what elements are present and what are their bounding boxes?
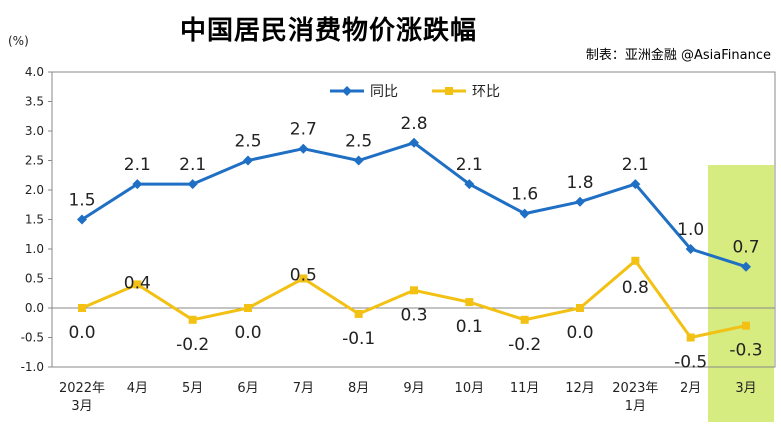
mom-data-label: 0.4 (124, 273, 151, 293)
yoy-data-label: 2.8 (400, 114, 427, 134)
y-tick-label: 2.5 (25, 154, 44, 168)
yoy-data-label: 1.5 (68, 191, 95, 211)
yoy-data-label: 2.1 (124, 155, 151, 175)
y-tick-label: 1.0 (25, 242, 44, 256)
yoy-data-label: 2.1 (456, 155, 483, 175)
yoy-point (187, 179, 198, 190)
yoy-point (464, 179, 475, 190)
yoy-point (685, 244, 696, 254)
yoy-data-label: 1.0 (677, 220, 704, 240)
highlight-band (708, 165, 774, 422)
mom-data-label: -0.3 (729, 341, 762, 361)
x-tick-label: 7月 (293, 381, 314, 396)
y-tick-label: 3.5 (25, 95, 44, 109)
x-tick-label: 9月 (403, 381, 424, 396)
legend-yoy-marker (342, 86, 352, 96)
yoy-data-label: 0.7 (732, 238, 759, 258)
y-tick-label: -0.5 (21, 331, 44, 345)
y-tick-label: -1.0 (21, 360, 44, 374)
mom-data-label: -0.2 (508, 335, 541, 355)
y-axis-unit: (%) (8, 34, 29, 48)
y-tick-label: 2.0 (25, 183, 44, 197)
y-tick-label: 1.5 (25, 213, 44, 227)
legend-mom-label: 环比 (472, 84, 500, 100)
mom-point (631, 256, 640, 265)
mom-point (299, 274, 308, 283)
x-tick-label: 8月 (348, 381, 369, 396)
legend-mom-marker (445, 87, 453, 95)
yoy-point (741, 261, 751, 272)
yoy-data-label: 2.7 (290, 120, 317, 140)
chart-title: 中国居民消费物价涨跌幅 (180, 16, 478, 46)
yoy-point (630, 179, 641, 190)
x-tick-label: 4月 (127, 381, 148, 396)
mom-point (576, 304, 584, 312)
x-tick-label: 11月 (510, 381, 540, 396)
mom-data-label: 0.5 (290, 266, 317, 286)
x-tick-label: 10月 (455, 381, 485, 396)
yoy-point (575, 196, 585, 207)
y-tick-label: 0.0 (25, 301, 44, 315)
yoy-data-label: 2.1 (179, 155, 206, 175)
yoy-data-label: 1.8 (566, 173, 593, 193)
x-tick-label: 5月 (182, 381, 203, 396)
mom-data-label: -0.1 (342, 329, 375, 349)
mom-point (465, 298, 474, 307)
x-tick-label: 1月 (625, 399, 646, 414)
x-tick-label: 3月 (71, 399, 92, 414)
mom-point (133, 280, 142, 289)
mom-data-label: 0.0 (566, 323, 593, 343)
yoy-data-label: 2.5 (234, 132, 261, 152)
y-tick-label: 4.0 (25, 65, 44, 79)
yoy-point (243, 155, 253, 166)
x-tick-label: 12月 (565, 381, 595, 396)
mom-point (244, 304, 252, 312)
x-tick-label: 6月 (237, 381, 258, 396)
x-tick-label: 2022年 (59, 381, 105, 396)
mom-point (686, 333, 695, 342)
yoy-data-label: 2.5 (345, 132, 372, 152)
yoy-point (353, 155, 364, 166)
mom-data-label: -0.2 (176, 335, 209, 355)
mom-point (410, 286, 418, 295)
yoy-point (298, 143, 309, 154)
y-tick-label: 3.0 (25, 124, 44, 138)
x-tick-label: 3月 (735, 381, 756, 396)
mom-data-label: 0.3 (400, 305, 427, 325)
source-credit: 制表：亚洲金融 @AsiaFinance (585, 48, 771, 63)
mom-line (81, 259, 747, 339)
mom-point (354, 309, 363, 318)
yoy-data-label: 2.1 (622, 155, 649, 175)
mom-point (520, 315, 529, 324)
mom-data-label: 0.0 (68, 323, 95, 343)
mom-data-label: 0.8 (622, 278, 649, 298)
mom-point (188, 315, 197, 324)
yoy-data-label: 1.6 (511, 185, 538, 205)
legend-yoy-label: 同比 (370, 84, 398, 100)
yoy-point (77, 214, 87, 225)
mom-point (78, 304, 86, 312)
yoy-point (519, 208, 530, 219)
x-tick-label: 2月 (680, 381, 701, 396)
y-tick-label: 0.5 (25, 272, 44, 286)
mom-data-label: -0.5 (674, 353, 707, 373)
x-tick-label: 2023年 (612, 381, 658, 396)
mom-point (742, 321, 750, 330)
mom-data-label: 0.1 (456, 317, 483, 337)
yoy-point (409, 137, 419, 148)
yoy-point (132, 179, 143, 190)
mom-data-label: 0.0 (234, 323, 261, 343)
